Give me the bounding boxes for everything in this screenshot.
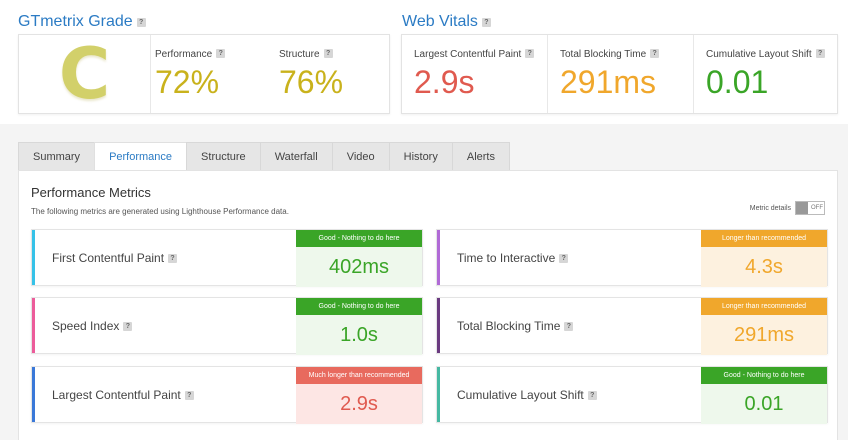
vital-lcp: Largest Contentful Paint? 2.9s [402,35,548,113]
metric-card-cls: Cumulative Layout Shift? Good - Nothing … [436,366,828,424]
metric-color-bar [437,230,440,285]
help-icon[interactable]: ? [216,49,226,58]
help-icon[interactable]: ? [525,49,535,58]
help-icon[interactable]: ? [559,254,569,263]
grade-panel: C Performance? 72% Structure? 76% [18,34,390,114]
metric-status-tag: Good - Nothing to do here [296,298,422,315]
metric-name-text: Time to Interactive [457,251,556,265]
help-icon[interactable]: ? [650,49,660,58]
vital-value: 2.9s [414,64,475,100]
metrics-subtitle: The following metrics are generated usin… [31,207,289,216]
summary-header: GTmetrix Grade? Web Vitals? C Performanc… [0,0,848,132]
vital-value: 291ms [560,64,657,100]
vital-label-text: Largest Contentful Paint [414,49,522,60]
help-icon[interactable]: ? [123,322,133,331]
vital-label-text: Total Blocking Time [560,49,647,60]
metric-value: 402ms [296,247,422,287]
tab-video[interactable]: Video [331,142,390,170]
metric-name: Time to Interactive? [457,230,569,287]
help-icon[interactable]: ? [136,18,146,27]
vital-label: Largest Contentful Paint? [414,49,547,60]
metrics-title: Performance Metrics [31,185,151,200]
tab-summary[interactable]: Summary [18,142,96,170]
metric-name: Cumulative Layout Shift? [457,367,597,424]
toggle-knob [796,202,808,214]
vital-tbt: Total Blocking Time? 291ms [548,35,694,113]
metric-name: Largest Contentful Paint? [52,367,194,424]
metric-value: 1.0s [296,315,422,355]
help-icon[interactable]: ? [168,254,178,263]
vital-value: 0.01 [706,64,769,100]
vitals-panel: Largest Contentful Paint? 2.9s Total Blo… [401,34,838,114]
metric-name-text: Total Blocking Time [457,319,561,333]
metric-card-fcp: First Contentful Paint? Good - Nothing t… [31,229,423,287]
performance-value: 72% [155,64,220,100]
metric-details-control: Metric details OFF [750,201,825,215]
metric-status-tag: Longer than recommended [701,230,827,247]
help-icon[interactable]: ? [184,391,194,400]
help-icon[interactable]: ? [815,49,825,58]
metric-value: 4.3s [701,247,827,287]
tab-waterfall[interactable]: Waterfall [259,142,333,170]
metric-status-tag: Much longer than recommended [296,367,422,384]
grade-title-text: GTmetrix Grade [18,13,133,30]
metric-color-bar [32,367,35,422]
metric-value: 2.9s [296,384,422,424]
structure-score: Structure? 76% [279,49,343,101]
metric-name: First Contentful Paint? [52,230,178,287]
metric-color-bar [32,298,35,353]
help-icon[interactable]: ? [323,49,333,58]
metric-status-tag: Good - Nothing to do here [296,230,422,247]
performance-label-text: Performance [155,49,213,60]
grade-section-title: GTmetrix Grade? [18,13,146,31]
structure-label-text: Structure [279,49,320,60]
tab-alerts[interactable]: Alerts [451,142,510,170]
performance-label: Performance? [155,49,226,60]
report-tabs: Summary Performance Structure Waterfall … [18,142,510,170]
metric-value: 291ms [701,315,827,355]
metric-color-bar [437,367,440,422]
metric-name-text: First Contentful Paint [52,251,165,265]
metric-color-bar [437,298,440,353]
structure-label: Structure? [279,49,343,60]
vitals-title-text: Web Vitals [402,13,478,30]
toggle-state: OFF [811,205,823,211]
metric-status-tag: Longer than recommended [701,298,827,315]
metric-card-tbt: Total Blocking Time? Longer than recomme… [436,297,828,355]
metric-name-text: Speed Index [52,319,120,333]
tab-history[interactable]: History [388,142,453,170]
grade-letter: C [19,35,151,113]
metric-name: Speed Index? [52,298,133,355]
metric-status-tag: Good - Nothing to do here [701,367,827,384]
metric-name-text: Cumulative Layout Shift [457,388,584,402]
vital-label-text: Cumulative Layout Shift [706,49,812,60]
performance-score: Performance? 72% [155,49,226,101]
performance-tab-content: Performance Metrics The following metric… [18,170,838,440]
metric-card-tti: Time to Interactive? Longer than recomme… [436,229,828,287]
metric-card-lcp: Largest Contentful Paint? Much longer th… [31,366,423,424]
metric-name-text: Largest Contentful Paint [52,388,181,402]
metric-name: Total Blocking Time? [457,298,574,355]
metric-card-speed-index: Speed Index? Good - Nothing to do here 1… [31,297,423,355]
tab-performance[interactable]: Performance [94,142,188,170]
structure-value: 76% [279,64,344,100]
metric-color-bar [32,230,35,285]
help-icon[interactable]: ? [481,18,491,27]
vital-label: Total Blocking Time? [560,49,693,60]
vital-cls: Cumulative Layout Shift? 0.01 [694,35,839,113]
help-icon[interactable]: ? [587,391,597,400]
metric-details-toggle[interactable]: OFF [795,201,825,215]
vitals-section-title: Web Vitals? [402,13,491,31]
vital-label: Cumulative Layout Shift? [706,49,839,60]
tab-structure[interactable]: Structure [186,142,261,170]
help-icon[interactable]: ? [564,322,574,331]
metric-value: 0.01 [701,384,827,424]
metric-details-label: Metric details [749,204,791,212]
